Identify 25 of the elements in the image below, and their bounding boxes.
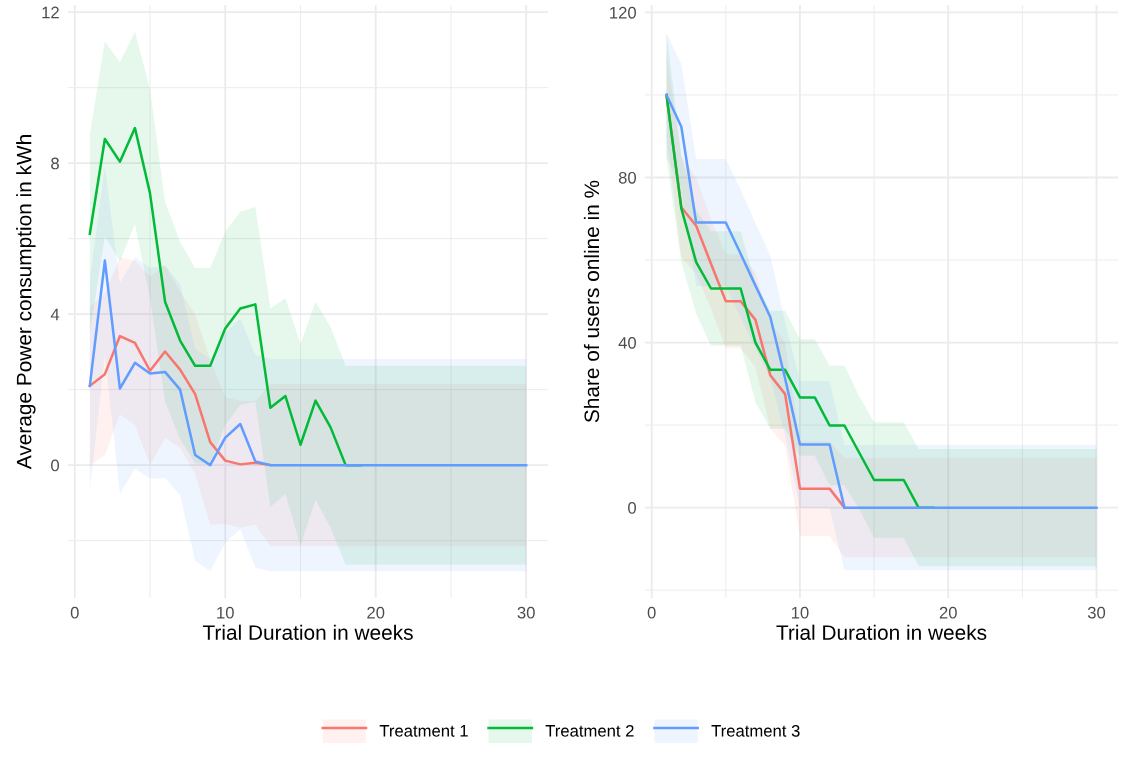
y-tick-label: 80 xyxy=(618,171,637,184)
y-tick-label: 0 xyxy=(628,502,637,514)
x-tick-label: 30 xyxy=(1087,606,1106,619)
y-tick-label: 4 xyxy=(50,308,60,321)
y-tick-label: 40 xyxy=(618,336,637,349)
legend-label: Treatment 1 xyxy=(379,725,468,737)
legend-label: Treatment 3 xyxy=(711,724,800,737)
x-axis-title: Trial Duration in weeks xyxy=(776,624,987,640)
x-tick-label: 20 xyxy=(367,606,385,619)
line-series xyxy=(665,93,1098,509)
x-tick-label: 0 xyxy=(70,606,79,619)
x-tick-label: 30 xyxy=(517,606,535,619)
x-tick-label: 0 xyxy=(647,606,656,619)
y-axis-title: Share of users online in % xyxy=(583,180,600,423)
y-tick-label: 8 xyxy=(51,157,59,170)
x-tick-label: 10 xyxy=(791,606,809,619)
x-axis-title: Trial Duration in weeks xyxy=(202,624,413,640)
x-tick-label: 20 xyxy=(939,606,957,619)
y-axis-title: Average Power consumption in kWh xyxy=(16,135,36,470)
legend-label: Treatment 2 xyxy=(545,724,634,737)
y-tick-label: 12 xyxy=(42,6,59,19)
x-tick-label: 10 xyxy=(217,606,234,619)
line-series xyxy=(88,259,528,467)
y-tick-label: 120 xyxy=(610,6,637,19)
y-tick-label: 0 xyxy=(51,459,60,472)
